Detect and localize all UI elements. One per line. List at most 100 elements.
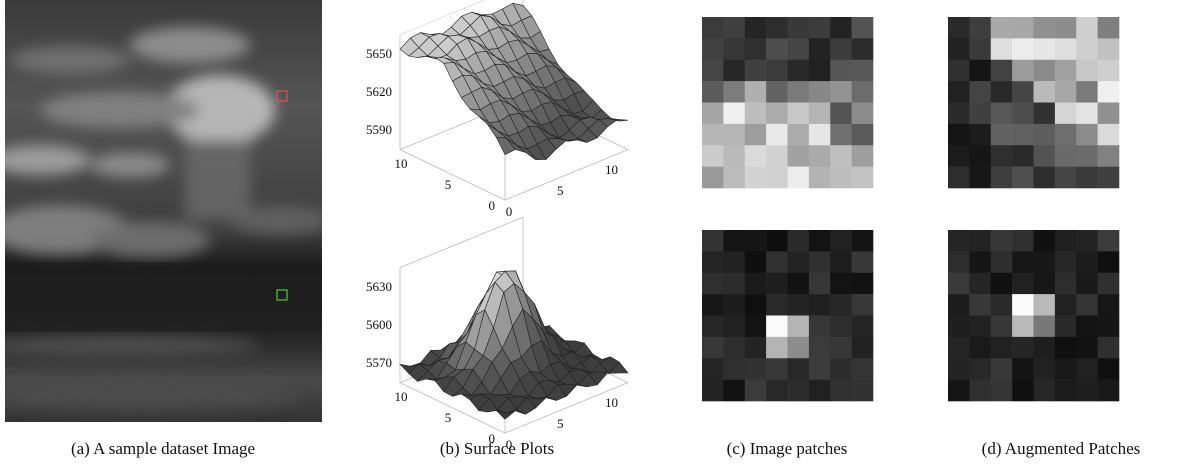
patch-pixel [830,123,852,146]
patch-pixel [830,315,852,338]
patch-pixel [702,336,724,359]
patch-pixel [1097,166,1120,189]
patch-pixel [1012,166,1034,189]
patch-pixel [1033,166,1056,189]
patch-pixel [702,17,724,39]
patch-pixel [948,123,970,146]
patch-pixel [1012,379,1034,402]
z-tick-label: 5600 [366,317,392,332]
patch-pixel [787,145,810,167]
patch-pixel [1076,358,1098,380]
patch-pixel [1012,145,1034,167]
patch-pixel [851,38,874,61]
x-tick-label: 0 [506,437,513,452]
patch-pixel [787,358,810,380]
patch-pixel [990,102,1013,125]
patch-pixel [969,294,992,316]
patch-pixel [1012,251,1034,274]
patch-pixel [948,251,970,274]
patch-pixel [1097,145,1120,167]
patch-pixel [808,81,831,103]
patch-pixel [1097,294,1120,316]
patch-pixel [808,251,831,274]
patch-pixel [808,315,831,338]
patch-pixel [766,230,788,252]
patch-pixel [830,38,852,61]
caption: (c) Image patches [727,439,848,458]
patch-pixel [744,17,767,39]
patch-pixel [1097,81,1120,103]
patch-pixel [948,17,970,39]
patch-pixel [1033,315,1056,338]
patch-pixel [948,81,970,103]
patch-pixel [702,294,724,316]
patch-pixel [990,336,1013,359]
patch-pixel [702,358,724,380]
patch-pixel [948,230,970,252]
patch-pixel [744,272,767,295]
patch-pixel [1076,81,1098,103]
patch-pixel [723,358,746,380]
patch-pixel [702,59,724,82]
patch-pixel [851,102,874,125]
patch-pixel [990,230,1013,252]
patch-pixel [1076,379,1098,402]
patch-pixel [766,59,788,82]
patch-pixel [969,272,992,295]
patch-pixel [1012,38,1034,61]
patch-pixel [969,102,992,125]
patch-pixel [702,230,724,252]
patch-pixel [851,17,874,39]
patch-pixel [1097,251,1120,274]
axis-line [399,149,506,201]
patch-pixel [723,81,746,103]
patch-pixel [1076,38,1098,61]
patch-pixel [808,230,831,252]
patch-pixel [723,315,746,338]
patch-pixel [1012,102,1034,125]
patch-pixel [1054,358,1077,380]
patch-pixel [787,272,810,295]
patch-pixel [851,59,874,82]
patch-pixel [990,59,1013,82]
patch-pixel [1097,17,1120,39]
patch [702,230,874,402]
patch-pixel [787,379,810,402]
patch-pixel [702,145,724,167]
patch-pixel [723,336,746,359]
patch-pixel [851,81,874,103]
patch-pixel [969,251,992,274]
patch-pixel [969,166,992,189]
patch-pixel [702,123,724,146]
patch-pixel [808,145,831,167]
axis-line [504,382,629,434]
patch-pixel [766,358,788,380]
patch-pixel [948,102,970,125]
patch-pixel [969,336,992,359]
patch-pixel [766,145,788,167]
axis-line [504,149,629,201]
z-tick-label: 5650 [366,46,392,61]
y-tick-label: 0 [489,431,496,446]
patch-pixel [1012,315,1034,338]
patch-pixel [1012,230,1034,252]
patch-pixel [766,336,788,359]
patch-pixel [808,294,831,316]
patch-pixel [990,17,1013,39]
patch-pixel [744,123,767,146]
patch [702,17,874,189]
z-tick-label: 5620 [366,84,392,99]
patch-pixel [1012,294,1034,316]
patch-pixel [1097,102,1120,125]
patch-pixel [1054,315,1077,338]
patch-pixel [1033,379,1056,402]
patch-pixel [744,38,767,61]
caption: (d) Augmented Patches [982,439,1141,458]
patch-pixel [830,294,852,316]
patch-pixel [969,358,992,380]
patch-pixel [1097,358,1120,380]
patch-pixel [1054,145,1077,167]
patch-pixel [702,315,724,338]
patch-pixel [1012,59,1034,82]
patch-pixel [1012,358,1034,380]
